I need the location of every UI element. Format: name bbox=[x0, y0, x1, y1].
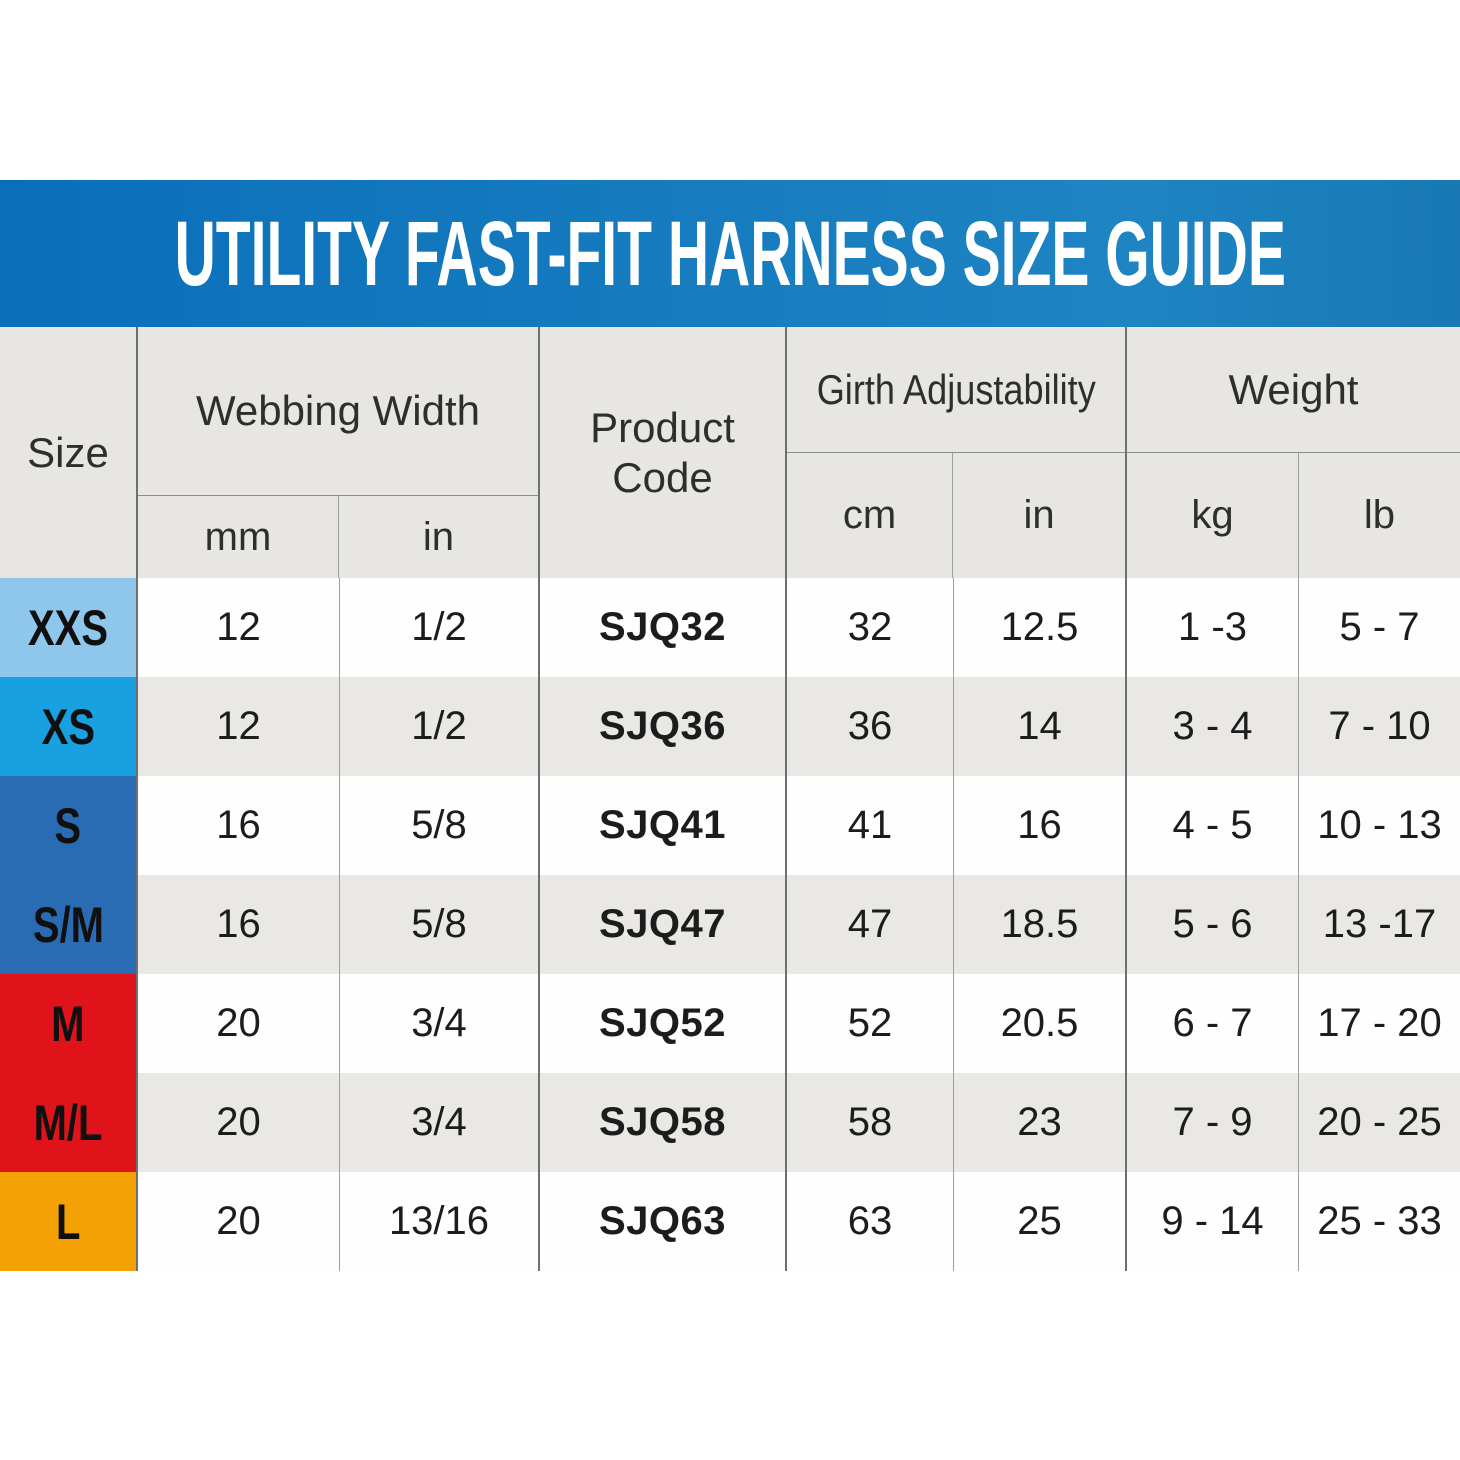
size-label: M bbox=[51, 995, 85, 1052]
size-label: XS bbox=[41, 698, 95, 755]
table-header: Size Webbing Width mm in Product Code bbox=[0, 327, 1460, 578]
cell-weight-lb: 10 - 13 bbox=[1317, 803, 1442, 847]
header-girth-label: Girth Adjustability bbox=[816, 365, 1096, 413]
size-cell: XS bbox=[0, 677, 138, 776]
header-product-code: Product Code bbox=[540, 327, 787, 578]
cell-girth-in: 12.5 bbox=[954, 578, 1127, 677]
header-weight-lb: lb bbox=[1363, 493, 1396, 537]
header-weight: Weight bbox=[1127, 327, 1460, 452]
size-cell: XXS bbox=[0, 578, 138, 677]
header-weight-subrow: kg lb bbox=[1127, 452, 1460, 578]
header-product-code-label: Product Code bbox=[590, 403, 735, 501]
cell-weight-kg: 1 -3 bbox=[1127, 578, 1299, 677]
cell-webbing-mm: 20 bbox=[138, 1073, 340, 1172]
cell-webbing-mm: 12 bbox=[138, 677, 340, 776]
header-weight-label: Weight bbox=[1228, 365, 1359, 413]
cell-girth-in: 23 bbox=[954, 1073, 1127, 1172]
header-webbing-width-label: Webbing Width bbox=[195, 387, 481, 434]
header-girth: Girth Adjustability bbox=[787, 327, 1125, 452]
size-cell: M/L bbox=[0, 1073, 138, 1172]
cell-weight-lb: 5 - 7 bbox=[1339, 605, 1420, 649]
cell-product-code: SJQ63 bbox=[540, 1172, 787, 1271]
table-row: XXS 12 1/2 SJQ32 32 12.5 1 -3 5 - 7 bbox=[0, 578, 1460, 677]
size-label: S/M bbox=[32, 896, 104, 953]
cell-webbing-in: 5/8 bbox=[340, 875, 540, 974]
cell-product-code: SJQ47 bbox=[540, 875, 787, 974]
table-row: L 20 13/16 SJQ63 63 25 9 - 14 25 - 33 bbox=[0, 1172, 1460, 1271]
cell-webbing-in: 13/16 bbox=[340, 1172, 540, 1271]
cell-girth-cm: 32 bbox=[787, 578, 954, 677]
cell-webbing-mm: 16 bbox=[138, 875, 340, 974]
cell-girth-in: 20.5 bbox=[954, 974, 1127, 1073]
cell-girth-cm: 36 bbox=[787, 677, 954, 776]
size-cell: M bbox=[0, 974, 138, 1073]
cell-product-code: SJQ52 bbox=[540, 974, 787, 1073]
table-row: M/L 20 3/4 SJQ58 58 23 7 - 9 20 - 25 bbox=[0, 1073, 1460, 1172]
header-webbing-in: in bbox=[422, 514, 455, 559]
cell-girth-cm: 58 bbox=[787, 1073, 954, 1172]
header-group-girth: Girth Adjustability cm in bbox=[787, 327, 1127, 578]
cell-weight-kg: 5 - 6 bbox=[1127, 875, 1299, 974]
table-row: XS 12 1/2 SJQ36 36 14 3 - 4 7 - 10 bbox=[0, 677, 1460, 776]
header-group-webbing-width: Webbing Width mm in bbox=[138, 327, 540, 578]
size-label: XXS bbox=[27, 599, 109, 656]
cell-weight-lb: 17 - 20 bbox=[1317, 1001, 1442, 1045]
size-label: L bbox=[55, 1193, 81, 1250]
header-size-label: Size bbox=[27, 428, 109, 476]
header-weight-kg: kg bbox=[1127, 453, 1299, 578]
cell-weight-lb: 7 - 10 bbox=[1328, 704, 1431, 748]
cell-weight-kg: 4 - 5 bbox=[1127, 776, 1299, 875]
cell-webbing-mm: 20 bbox=[138, 974, 340, 1073]
table-row: S 16 5/8 SJQ41 41 16 4 - 5 10 - 13 bbox=[0, 776, 1460, 875]
cell-webbing-in: 3/4 bbox=[340, 974, 540, 1073]
header-webbing-width: Webbing Width bbox=[138, 327, 538, 495]
cell-weight-kg: 6 - 7 bbox=[1127, 974, 1299, 1073]
cell-girth-in: 14 bbox=[954, 677, 1127, 776]
cell-webbing-mm: 16 bbox=[138, 776, 340, 875]
cell-weight-lb: 25 - 33 bbox=[1317, 1199, 1442, 1243]
cell-product-code: SJQ36 bbox=[540, 677, 787, 776]
cell-webbing-in: 3/4 bbox=[340, 1073, 540, 1172]
cell-girth-in: 18.5 bbox=[954, 875, 1127, 974]
cell-webbing-in: 5/8 bbox=[340, 776, 540, 875]
cell-webbing-mm: 20 bbox=[138, 1172, 340, 1271]
cell-girth-in: 16 bbox=[954, 776, 1127, 875]
cell-product-code: SJQ58 bbox=[540, 1073, 787, 1172]
size-label: M/L bbox=[33, 1094, 103, 1151]
header-webbing-subrow: mm in bbox=[138, 495, 538, 578]
cell-product-code: SJQ41 bbox=[540, 776, 787, 875]
cell-girth-cm: 63 bbox=[787, 1172, 954, 1271]
page-title: UTILITY FAST-FIT HARNESS SIZE GUIDE bbox=[174, 202, 1286, 305]
cell-girth-in: 25 bbox=[954, 1172, 1127, 1271]
cell-weight-lb: 20 - 25 bbox=[1317, 1100, 1442, 1144]
header-girth-in: in bbox=[1023, 493, 1055, 537]
header-group-weight: Weight kg lb bbox=[1127, 327, 1460, 578]
cell-girth-cm: 52 bbox=[787, 974, 954, 1073]
cell-weight-kg: 9 - 14 bbox=[1127, 1172, 1299, 1271]
cell-product-code: SJQ32 bbox=[540, 578, 787, 677]
header-webbing-mm: mm bbox=[138, 496, 339, 578]
header-girth-cm: cm bbox=[787, 453, 954, 578]
cell-webbing-in: 1/2 bbox=[340, 578, 540, 677]
cell-girth-cm: 47 bbox=[787, 875, 954, 974]
size-cell: S bbox=[0, 776, 138, 875]
cell-weight-kg: 7 - 9 bbox=[1127, 1073, 1299, 1172]
cell-webbing-in: 1/2 bbox=[340, 677, 540, 776]
size-label: S bbox=[54, 797, 82, 854]
table-row: M 20 3/4 SJQ52 52 20.5 6 - 7 17 - 20 bbox=[0, 974, 1460, 1073]
size-guide-table: Size Webbing Width mm in Product Code bbox=[0, 327, 1460, 1271]
title-banner: UTILITY FAST-FIT HARNESS SIZE GUIDE bbox=[0, 180, 1460, 327]
header-size: Size bbox=[0, 327, 138, 578]
cell-webbing-mm: 12 bbox=[138, 578, 340, 677]
cell-weight-kg: 3 - 4 bbox=[1127, 677, 1299, 776]
size-cell: L bbox=[0, 1172, 138, 1271]
cell-girth-cm: 41 bbox=[787, 776, 954, 875]
header-girth-subrow: cm in bbox=[787, 452, 1125, 578]
table-row: S/M 16 5/8 SJQ47 47 18.5 5 - 6 13 -17 bbox=[0, 875, 1460, 974]
size-cell: S/M bbox=[0, 875, 138, 974]
cell-weight-lb: 13 -17 bbox=[1322, 902, 1437, 946]
